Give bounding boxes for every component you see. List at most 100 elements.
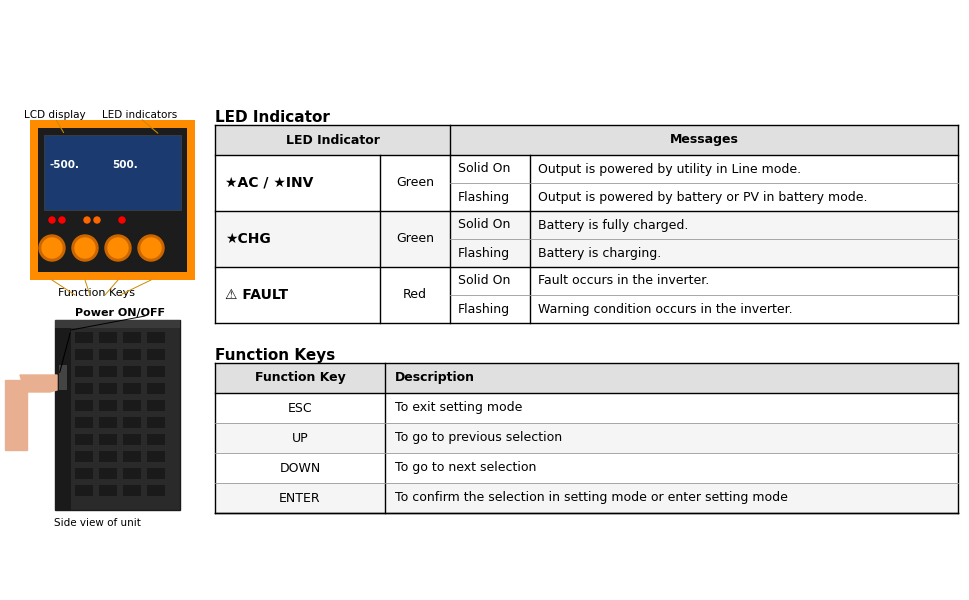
Bar (99, 434, 117, 445)
Bar (147, 451, 165, 462)
Bar (215, 211, 957, 267)
Bar (215, 125, 450, 155)
Circle shape (42, 238, 62, 258)
Bar (99, 332, 117, 343)
Bar (215, 393, 957, 423)
Bar (147, 417, 165, 428)
Text: Function Keys: Function Keys (215, 348, 335, 363)
Bar (215, 267, 957, 323)
Bar (38, 128, 187, 272)
Text: Description: Description (394, 371, 475, 385)
Text: Power ON/OFF: Power ON/OFF (75, 308, 165, 318)
Text: LED indicators: LED indicators (103, 110, 177, 120)
Bar (450, 125, 957, 155)
Bar (55, 328, 71, 510)
Text: Fault occurs in the inverter.: Fault occurs in the inverter. (538, 275, 708, 287)
Bar (99, 349, 117, 360)
Text: Warning condition occurs in the inverter.: Warning condition occurs in the inverter… (538, 302, 792, 316)
Circle shape (59, 217, 65, 223)
Bar (44, 135, 181, 210)
Text: ⚠ FAULT: ⚠ FAULT (225, 288, 288, 302)
Bar (147, 400, 165, 411)
Bar (75, 468, 93, 479)
Text: Function Keys: Function Keys (58, 288, 136, 298)
Text: LCD display: LCD display (24, 110, 85, 120)
Circle shape (119, 217, 125, 223)
Bar (55, 320, 180, 328)
Bar (147, 332, 165, 343)
Bar (147, 383, 165, 394)
Circle shape (84, 217, 90, 223)
Text: UP: UP (292, 431, 308, 445)
Bar (59, 365, 67, 390)
Circle shape (39, 235, 65, 261)
Text: Flashing: Flashing (457, 302, 510, 316)
Bar (75, 366, 93, 377)
Text: Flashing: Flashing (457, 247, 510, 259)
Text: Solid On: Solid On (457, 275, 510, 287)
Bar (55, 320, 180, 510)
Bar (75, 400, 93, 411)
Bar (123, 332, 141, 343)
Bar (75, 485, 93, 496)
Text: To exit setting mode: To exit setting mode (394, 401, 522, 415)
Text: -500.: -500. (50, 160, 79, 170)
Bar (123, 468, 141, 479)
Text: Side view of unit: Side view of unit (53, 518, 141, 528)
Bar (123, 451, 141, 462)
Bar (123, 417, 141, 428)
Bar (99, 485, 117, 496)
Circle shape (94, 217, 100, 223)
Text: Output is powered by battery or PV in battery mode.: Output is powered by battery or PV in ba… (538, 191, 866, 203)
Text: DOWN: DOWN (279, 461, 321, 475)
Circle shape (108, 238, 128, 258)
Bar (99, 400, 117, 411)
Text: 500.: 500. (112, 160, 138, 170)
Bar (123, 434, 141, 445)
Text: Flashing: Flashing (457, 191, 510, 203)
Text: Messages: Messages (669, 133, 737, 146)
Circle shape (138, 235, 164, 261)
Bar (123, 366, 141, 377)
Bar (215, 155, 957, 211)
Bar (75, 332, 93, 343)
Bar (75, 451, 93, 462)
Text: Solid On: Solid On (457, 218, 510, 232)
Text: Battery is charging.: Battery is charging. (538, 247, 661, 259)
Bar (99, 383, 117, 394)
Bar (30, 120, 195, 280)
Circle shape (75, 238, 95, 258)
Text: Output is powered by utility in Line mode.: Output is powered by utility in Line mod… (538, 163, 800, 175)
Bar (99, 366, 117, 377)
Bar (147, 434, 165, 445)
Text: Green: Green (395, 232, 433, 245)
Bar (147, 349, 165, 360)
Bar (123, 400, 141, 411)
Text: To confirm the selection in setting mode or enter setting mode: To confirm the selection in setting mode… (394, 491, 787, 505)
Bar (99, 468, 117, 479)
Bar (123, 349, 141, 360)
Bar (147, 485, 165, 496)
Text: LED Indicator: LED Indicator (215, 110, 329, 125)
Bar (75, 417, 93, 428)
Bar (215, 363, 385, 393)
Text: To go to previous selection: To go to previous selection (394, 431, 562, 445)
Bar (215, 483, 957, 513)
Polygon shape (5, 380, 27, 450)
Bar (147, 366, 165, 377)
Bar (123, 383, 141, 394)
Bar (123, 485, 141, 496)
Bar (75, 383, 93, 394)
Text: ★CHG: ★CHG (225, 232, 270, 246)
Bar (99, 417, 117, 428)
Text: ENTER: ENTER (279, 491, 321, 505)
Bar (99, 451, 117, 462)
Circle shape (72, 235, 98, 261)
Text: Red: Red (402, 289, 426, 301)
Bar (215, 423, 957, 453)
Circle shape (49, 217, 55, 223)
Text: Function Key: Function Key (254, 371, 345, 385)
Circle shape (105, 235, 131, 261)
Text: To go to next selection: To go to next selection (394, 461, 536, 475)
Text: ESC: ESC (288, 401, 312, 415)
